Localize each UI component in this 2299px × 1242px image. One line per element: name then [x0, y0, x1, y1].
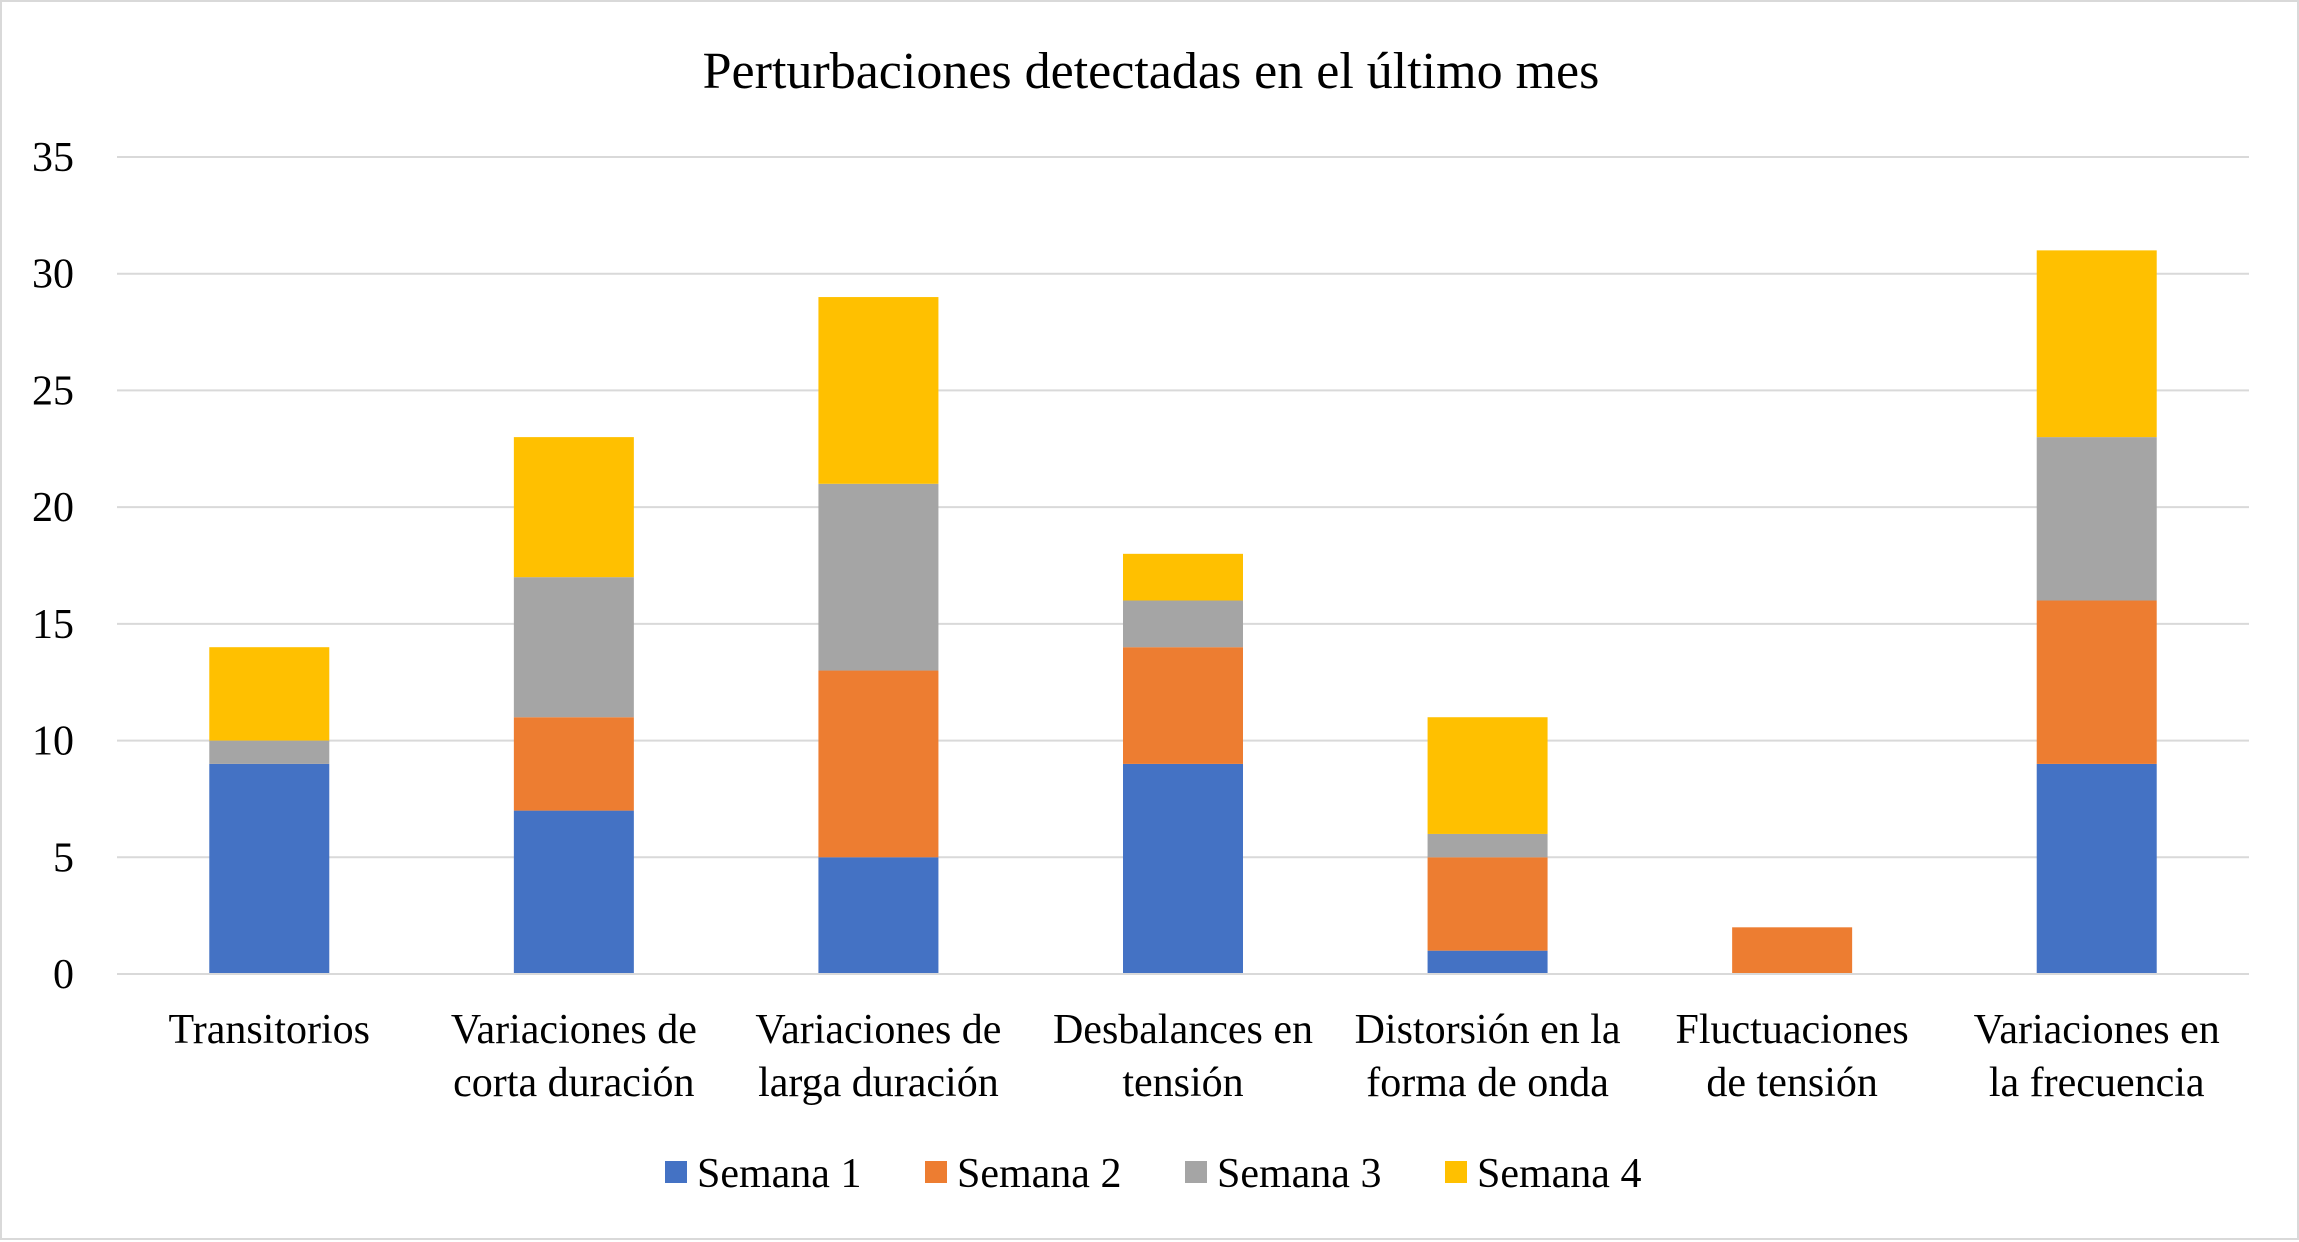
bar-segment-semana-3	[1123, 600, 1243, 648]
bar-segment-semana-3	[513, 577, 634, 718]
category-label: Distorsión en la forma de onda	[1355, 1007, 1621, 1106]
chart-title: Perturbaciones detectadas en el último m…	[703, 43, 1600, 100]
category-label: Transitorios	[169, 1007, 371, 1053]
y-tick-label: 30	[32, 252, 74, 298]
legend: Semana 1 Semana 2 Semana 3 Semana 4	[665, 1151, 1641, 1197]
bar-segment-semana-4	[1123, 553, 1243, 601]
legend-swatch	[925, 1161, 947, 1183]
bar-segment-semana-3	[2036, 437, 2157, 601]
y-tick-label: 15	[32, 602, 74, 648]
category-label: Variaciones de larga duración	[755, 1007, 1001, 1106]
y-tick-label: 35	[32, 135, 74, 181]
legend-swatch	[665, 1161, 687, 1183]
category-labels: Transitorios Variaciones de corta duración…	[169, 1007, 2220, 1106]
legend-label: Semana 3	[1217, 1151, 1381, 1197]
category-label: Fluctuaciones de tensión	[1676, 1007, 1909, 1106]
legend-swatch	[1185, 1161, 1207, 1183]
bar-segment-semana-1	[1123, 763, 1243, 974]
bar-segment-semana-3	[1427, 833, 1548, 858]
category-label: Desbalances en tensión	[1053, 1007, 1313, 1106]
y-tick-label: 10	[32, 719, 74, 765]
bars	[209, 250, 2157, 974]
bar-segment-semana-2	[513, 717, 634, 811]
bar-segment-semana-2	[1427, 857, 1548, 951]
bar-segment-semana-2	[2036, 600, 2157, 764]
y-tick-label: 25	[32, 368, 74, 414]
y-tick-label: 20	[32, 485, 74, 531]
bar-segment-semana-2	[1732, 927, 1853, 974]
bar-segment-semana-4	[1427, 717, 1548, 834]
bar-segment-semana-4	[2036, 250, 2157, 438]
category-label: Variaciones en la frecuencia	[1974, 1007, 2220, 1106]
bar-segment-semana-1	[513, 810, 634, 974]
y-axis-ticks: 0 5 10 15 20 25 30 35	[32, 135, 74, 998]
bar-segment-semana-1	[1427, 950, 1548, 974]
bar-segment-semana-1	[209, 763, 330, 974]
y-tick-label: 5	[53, 835, 74, 881]
legend-label: Semana 2	[957, 1151, 1121, 1197]
bar-segment-semana-1	[2036, 763, 2157, 974]
bar-segment-semana-1	[818, 857, 939, 974]
bar-segment-semana-2	[1123, 647, 1243, 764]
legend-label: Semana 1	[697, 1151, 861, 1197]
bar-segment-semana-3	[818, 483, 939, 671]
bar-segment-semana-4	[209, 647, 330, 741]
legend-swatch	[1445, 1161, 1467, 1183]
bar-segment-semana-2	[818, 670, 939, 858]
bar-segment-semana-4	[818, 297, 939, 484]
category-label: Variaciones de corta duración	[451, 1007, 697, 1106]
y-tick-label: 0	[53, 952, 74, 998]
bar-segment-semana-3	[209, 740, 330, 764]
bar-segment-semana-4	[513, 437, 634, 578]
legend-label: Semana 4	[1477, 1151, 1641, 1197]
